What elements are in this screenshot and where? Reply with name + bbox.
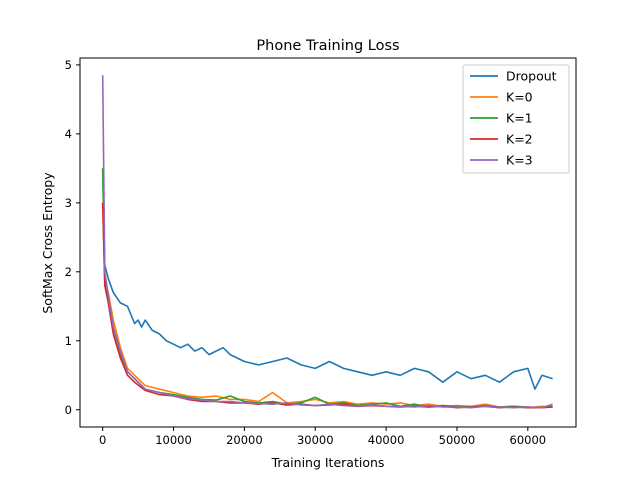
chart-title: Phone Training Loss <box>256 38 399 54</box>
axis-ticks: 0 10000 20000 30000 40000 50000 60000 0 1 2 3 4 5 <box>65 58 546 447</box>
y-tick-label: 0 <box>65 403 72 417</box>
series-line-k-1 <box>101 168 553 409</box>
x-tick-label: 0 <box>99 433 106 447</box>
legend-label: Dropout <box>506 69 557 84</box>
series-line-k-3 <box>101 75 553 409</box>
x-tick-label: 20000 <box>226 433 263 447</box>
legend-label: K=0 <box>506 90 533 105</box>
legend-box <box>462 64 570 174</box>
legend-label: K=3 <box>506 153 533 168</box>
series-line-k-2 <box>101 202 553 409</box>
series-line-dropout <box>101 168 553 390</box>
x-tick-label: 40000 <box>368 433 405 447</box>
x-tick-label: 60000 <box>510 433 547 447</box>
y-tick-label: 4 <box>65 127 72 141</box>
series-line-k-0 <box>101 202 553 409</box>
y-tick-label: 5 <box>65 58 72 72</box>
x-tick-label: 50000 <box>439 433 476 447</box>
y-tick-label: 2 <box>65 265 72 279</box>
plot-frame <box>79 57 577 428</box>
y-axis-label: SoftMax Cross Entropy <box>40 172 55 314</box>
y-tick-label: 3 <box>65 196 72 210</box>
x-tick-label: 30000 <box>297 433 334 447</box>
x-axis-label: Training Iterations <box>271 455 385 470</box>
x-tick-label: 10000 <box>155 433 192 447</box>
legend-label: K=2 <box>506 132 533 147</box>
legend: Dropout K=0 K=1 K=2 K=3 <box>462 64 570 174</box>
legend-label: K=1 <box>506 111 533 126</box>
y-tick-label: 1 <box>65 334 72 348</box>
plot-series <box>101 75 553 409</box>
